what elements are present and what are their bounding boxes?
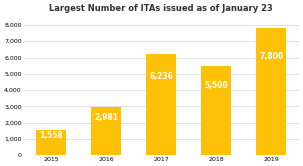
Text: 5,500: 5,500 <box>204 81 228 90</box>
Text: 1,558: 1,558 <box>39 131 63 140</box>
Bar <box>201 66 231 155</box>
Text: 2,981: 2,981 <box>94 113 118 122</box>
Title: Largest Number of ITAs issued as of January 23: Largest Number of ITAs issued as of Janu… <box>49 4 273 13</box>
Text: 7,800: 7,800 <box>259 52 283 61</box>
Text: 6,236: 6,236 <box>149 72 173 81</box>
Bar <box>91 107 121 155</box>
Bar <box>256 28 286 155</box>
Bar <box>36 130 66 155</box>
Bar <box>146 54 176 155</box>
